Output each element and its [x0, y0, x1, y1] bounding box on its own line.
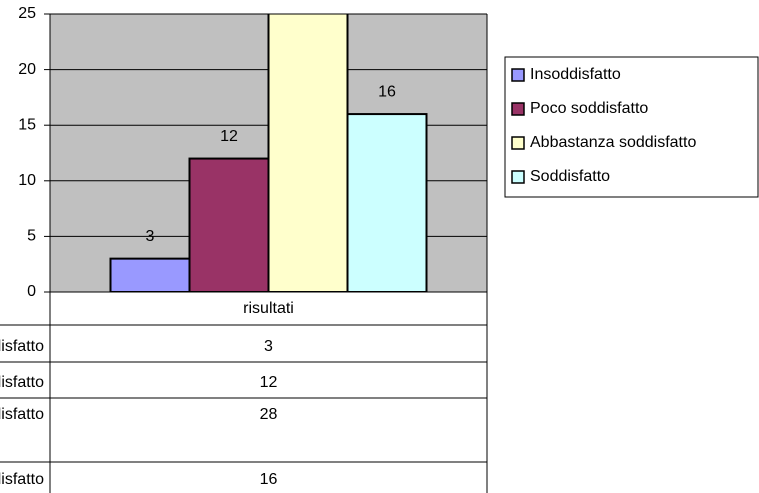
legend-swatch	[511, 136, 525, 150]
legend-box	[504, 56, 759, 198]
table-cell: 28	[260, 406, 278, 423]
data-label: 12	[220, 128, 238, 145]
table-cell: 12	[260, 374, 278, 391]
y-tick-label: 5	[27, 228, 36, 245]
y-tick-label: 20	[18, 61, 36, 78]
table-row-label: Soddisfatto	[0, 471, 44, 488]
x-tick-label: risultati	[243, 300, 294, 317]
legend-label: Poco soddisfatto	[530, 100, 648, 117]
legend-swatch	[511, 102, 525, 116]
y-tick-label: 25	[18, 5, 36, 22]
legend-label: Soddisfatto	[530, 168, 610, 185]
bar	[109, 257, 191, 292]
table-cell: 3	[264, 338, 273, 355]
data-label: 3	[146, 228, 155, 245]
y-tick-label: 0	[27, 283, 36, 300]
legend-label: Abbastanza soddisfatto	[530, 134, 696, 151]
legend-swatch	[511, 68, 525, 82]
bar	[188, 157, 270, 292]
table-row-label: Insoddisfatto	[0, 338, 44, 355]
y-tick-label: 15	[18, 116, 36, 133]
legend-swatch	[511, 170, 525, 184]
plot-area: 3122816	[50, 14, 487, 292]
legend-label: Insoddisfatto	[530, 66, 621, 83]
table-row-label: Abbastanza soddisfatto	[0, 406, 44, 423]
data-label: 16	[378, 83, 396, 100]
bar	[346, 113, 428, 292]
y-tick-label: 10	[18, 172, 36, 189]
table-cell: 16	[260, 471, 278, 488]
table-row-label: Poco soddisfatto	[0, 374, 44, 391]
bar	[267, 14, 349, 292]
